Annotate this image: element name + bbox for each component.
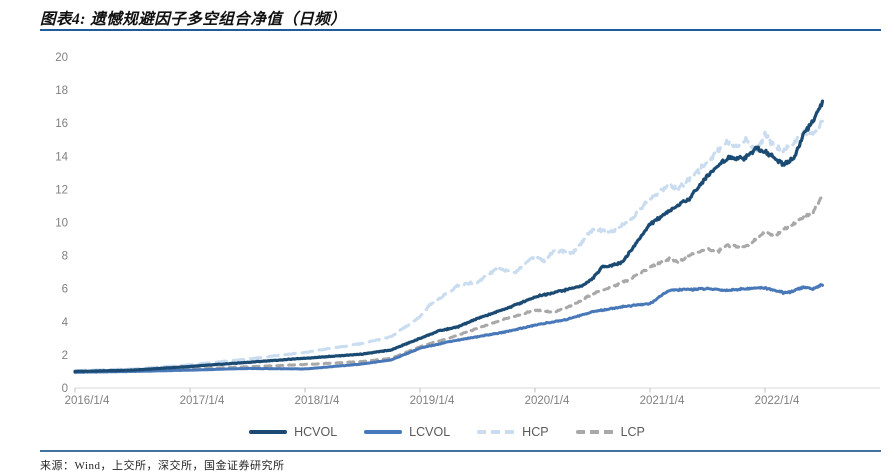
legend-label-hcp: HCP bbox=[522, 425, 549, 439]
x-tick-label: 2020/1/4 bbox=[525, 395, 570, 407]
y-tick-label: 2 bbox=[62, 350, 68, 362]
legend-swatch-lcvol bbox=[364, 430, 403, 434]
legend-swatch-hcp bbox=[477, 430, 516, 434]
y-tick-label: 0 bbox=[62, 383, 68, 395]
legend-item-lcvol: LCVOL bbox=[364, 425, 450, 439]
legend-swatch-hcvol bbox=[249, 430, 288, 434]
y-tick-label: 10 bbox=[55, 218, 68, 230]
y-tick-label: 18 bbox=[55, 85, 68, 97]
y-tick-label: 16 bbox=[55, 118, 68, 130]
y-tick-label: 6 bbox=[62, 284, 68, 296]
legend-label-lcvol: LCVOL bbox=[409, 425, 451, 439]
x-tick-label: 2018/1/4 bbox=[295, 395, 340, 407]
chart-legend: HCVOL LCVOL HCP LCP bbox=[0, 423, 894, 441]
x-tick-label: 2019/1/4 bbox=[410, 395, 455, 407]
x-tick-label: 2022/1/4 bbox=[755, 395, 800, 407]
legend-label-lcp: LCP bbox=[620, 425, 645, 439]
source-divider bbox=[40, 450, 881, 452]
y-tick-label: 8 bbox=[62, 251, 68, 263]
legend-label-hcvol: HCVOL bbox=[294, 425, 338, 439]
legend-item-hcvol: HCVOL bbox=[249, 425, 337, 439]
x-tick-label: 2017/1/4 bbox=[180, 395, 225, 407]
legend-item-hcp: HCP bbox=[477, 425, 549, 439]
x-tick-label: 2021/1/4 bbox=[640, 395, 685, 407]
series-lcvol bbox=[73, 283, 824, 374]
y-tick-label: 14 bbox=[55, 151, 68, 163]
source-note: 来源：Wind，上交所，深交所，国金证券研究所 bbox=[40, 460, 285, 472]
series-hcvol bbox=[73, 99, 825, 374]
title-divider bbox=[40, 29, 881, 31]
legend-item-lcp: LCP bbox=[575, 425, 645, 439]
legend-swatch-lcp bbox=[575, 430, 614, 434]
x-tick-label: 2016/1/4 bbox=[65, 395, 110, 407]
y-tick-label: 20 bbox=[55, 52, 68, 64]
y-tick-label: 4 bbox=[62, 317, 69, 329]
series-lcp bbox=[73, 191, 824, 374]
series-hcp bbox=[73, 119, 824, 373]
figure-title: 图表4: 遗憾规避因子多空组合净值（日频） bbox=[40, 11, 347, 28]
y-tick-label: 12 bbox=[55, 184, 68, 196]
